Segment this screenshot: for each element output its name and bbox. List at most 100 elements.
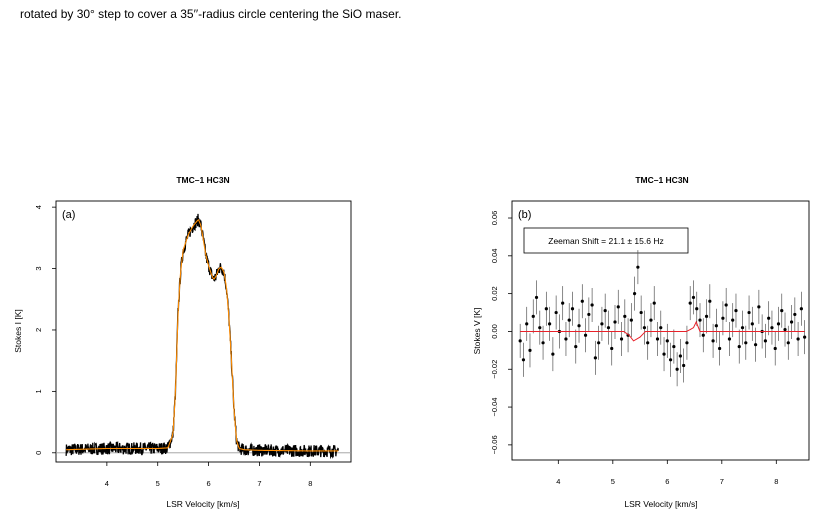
panel-a-spectrum (65, 213, 339, 460)
panel-b-point (701, 333, 705, 337)
panel-b-point (770, 326, 774, 330)
panel-b-point (659, 326, 663, 330)
panel-b-point (518, 339, 522, 343)
panel-a-xtick-label: 7 (257, 479, 261, 488)
panel-b-title: TMC–1 HC3N (635, 175, 688, 185)
panel-b-xtick-label: 5 (611, 477, 615, 486)
panel-a-fit-line (66, 219, 339, 452)
panel-b-point (695, 307, 699, 311)
caption-text: rotated by 30° step to cover a 35′′-radi… (20, 7, 402, 21)
panel-b-xtick-label: 7 (720, 477, 724, 486)
panel-b-point (652, 301, 656, 305)
panel-b-frame (511, 200, 810, 461)
panel-b-point (744, 341, 748, 345)
panel-b-point (551, 352, 555, 356)
panel-b-point (531, 314, 535, 318)
panel-b-ytick-label: 0.00 (490, 324, 499, 339)
panel-b-point (642, 326, 647, 330)
panel-a-ytick-label: 0 (34, 451, 43, 455)
panel-b-xtick-label: 8 (774, 477, 778, 486)
panel-b-point (753, 343, 758, 347)
panel-b-point (678, 354, 682, 358)
panel-b-point (714, 324, 718, 328)
panel-b-point (780, 309, 784, 313)
panel-b-xtick-label: 6 (665, 477, 669, 486)
panel-b-point (727, 337, 732, 341)
panel-b-point (597, 341, 601, 345)
panel-b-point (590, 303, 594, 307)
panel-b-point (763, 339, 768, 343)
panel-b-y-axis: −0.06 −0.04 −0.02 0.00 0.02 0.04 0.06 (490, 211, 512, 454)
panel-b-x-axis: 4 5 6 7 8 (556, 460, 778, 486)
panel-b-point (750, 322, 754, 326)
panel-b-point (541, 341, 545, 345)
panel-b-point (803, 335, 807, 339)
panel-b-point (554, 310, 558, 315)
zeeman-legend-text: Zeeman Shift = 21.1 ± 15.6 Hz (548, 236, 663, 246)
panel-b-point (606, 326, 611, 330)
panel-b-point (574, 344, 578, 349)
panel-a-title: TMC–1 HC3N (176, 175, 229, 185)
panel-a-ylabel: Stokes I [K] (13, 309, 23, 352)
panel-a-ytick-label: 3 (34, 266, 43, 270)
panel-b-point (685, 341, 689, 345)
panel-b-point (704, 314, 709, 318)
panel-b-point (561, 301, 565, 305)
panel-b-point (767, 316, 771, 320)
panel-b-ytick-label: 0.06 (490, 211, 499, 226)
panel-b-xlabel: LSR Velocity [km/s] (624, 499, 697, 509)
panel-b-point (747, 310, 751, 315)
panel-b-point (603, 309, 607, 313)
panel-b-ytick-label: 0.02 (490, 286, 499, 301)
panel-b-ylabel: Stokes V [K] (472, 308, 482, 355)
panel-a-xtick-label: 5 (156, 479, 160, 488)
panel-b-points (518, 250, 807, 387)
panel-b-point (577, 324, 581, 328)
panel-b-point (691, 295, 696, 300)
panel-b-point (757, 305, 761, 309)
panel-b-point (633, 292, 637, 296)
panel-b-ytick-label: 0.04 (490, 249, 499, 264)
zeeman-legend-box (523, 227, 689, 254)
panel-b-point (708, 299, 712, 303)
panel-b-point (534, 295, 539, 300)
panel-b-point (636, 265, 640, 269)
panel-b-point (731, 318, 735, 322)
panel-b-point (593, 356, 597, 360)
panel-b-point (721, 316, 725, 320)
panel-b-point (583, 333, 588, 337)
panel-b-ytick-label: −0.04 (490, 398, 499, 417)
panel-b-point (613, 320, 617, 324)
panel-b-point (672, 344, 676, 349)
panel-b-point (587, 312, 591, 317)
panel-b-point (786, 341, 790, 345)
panel-b-point (698, 318, 702, 322)
panel-b-point (629, 318, 633, 322)
panel-b-point (668, 358, 673, 362)
panel-a-x-axis: 4 5 6 7 8 (105, 462, 312, 488)
panel-b-point (799, 307, 803, 311)
panel-b-point (789, 320, 794, 324)
panel-b-fit-line (520, 320, 805, 342)
panel-b-point (619, 337, 624, 341)
panel-b-point (528, 348, 532, 352)
panel-b-point (734, 309, 738, 313)
panel-b-ytick-label: −0.06 (490, 435, 499, 454)
panel-b-point (665, 339, 669, 343)
panel-b-point (570, 307, 575, 311)
panel-b-point (740, 326, 745, 330)
panel-b-point (655, 337, 660, 341)
panel-b-point (521, 358, 526, 362)
panel-b-label: (b) (518, 209, 531, 221)
panel-b-point (564, 337, 568, 341)
panel-b-point (724, 303, 728, 307)
panel-b-point (675, 367, 679, 371)
panel-b-point (793, 312, 797, 317)
panel-b-point (544, 307, 548, 311)
panel-a-frame (55, 200, 352, 463)
panel-b-point (711, 339, 715, 343)
panel-b-point (600, 322, 604, 326)
panel-a: TMC–1 HC3N (a) 4 5 6 7 8 0 1 2 3 4 LSR Velocity … (13, 175, 352, 509)
panel-b-point (776, 322, 781, 326)
